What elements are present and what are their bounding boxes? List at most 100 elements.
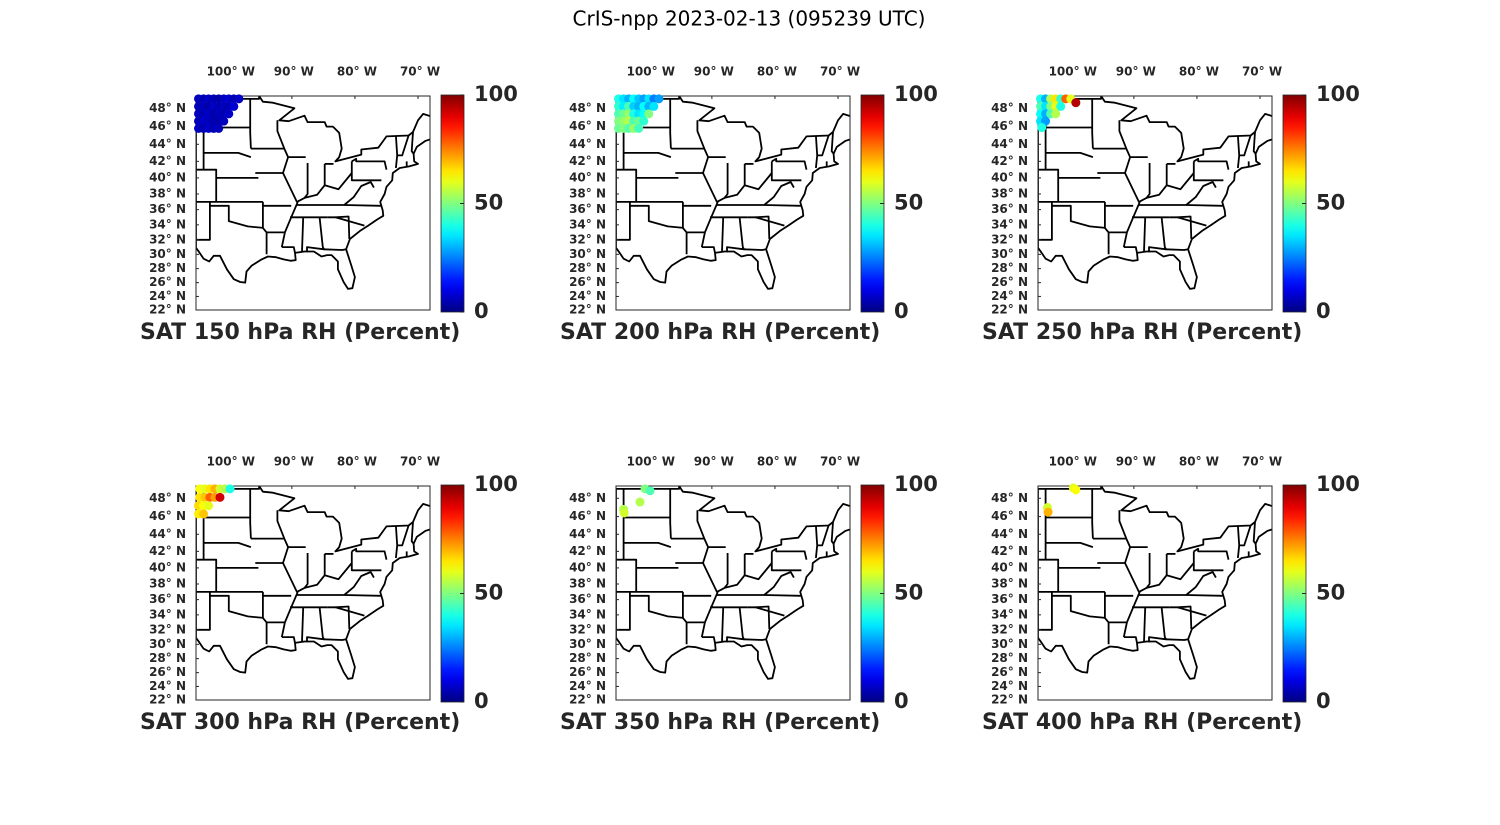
- state-border: [1252, 521, 1257, 545]
- y-tick-label: 32° N: [149, 232, 186, 246]
- y-tick-label: 46° N: [149, 509, 186, 523]
- state-border: [1038, 591, 1053, 631]
- observation-point: [1071, 485, 1081, 495]
- state-border: [696, 120, 719, 248]
- state-border: [817, 135, 830, 157]
- state-border: [1252, 131, 1257, 155]
- x-tick-label: 90° W: [694, 455, 734, 469]
- state-border: [1193, 157, 1230, 170]
- x-tick-label: 100° W: [627, 455, 675, 469]
- state-border: [763, 181, 795, 206]
- y-tick-label: 30° N: [149, 637, 186, 651]
- colorbar-tick-label: 100: [894, 472, 938, 496]
- x-tick-label: 70° W: [400, 455, 440, 469]
- y-tick-label: 46° N: [569, 509, 606, 523]
- colorbar-tick-label: 50: [894, 191, 923, 215]
- y-tick-label: 32° N: [991, 622, 1028, 636]
- colorbar-tick-label: 100: [474, 472, 518, 496]
- y-tick-label: 42° N: [991, 154, 1028, 168]
- y-tick-label: 38° N: [149, 186, 186, 200]
- y-tick-label: 34° N: [569, 217, 606, 231]
- state-border: [1165, 248, 1189, 251]
- colorbar-tick-label: 0: [894, 299, 909, 323]
- observation-point: [634, 123, 644, 133]
- y-tick-label: 36° N: [991, 592, 1028, 606]
- y-tick-label: 38° N: [991, 576, 1028, 590]
- state-border: [304, 172, 353, 199]
- y-tick-label: 28° N: [149, 651, 186, 665]
- y-tick-label: 22° N: [991, 693, 1028, 707]
- state-border: [397, 135, 410, 157]
- colorbar-tick-label: 50: [474, 581, 503, 605]
- y-tick-label: 34° N: [991, 217, 1028, 231]
- state-border: [830, 131, 835, 155]
- panel-title: SAT 300 hPa RH (Percent): [140, 710, 460, 735]
- state-border: [716, 204, 801, 207]
- y-tick-label: 30° N: [991, 637, 1028, 651]
- x-tick-label: 100° W: [1049, 65, 1097, 79]
- map-panel: 100° W 90° W 80° W 70° W 48° N 46° N 44° N 42° …: [982, 65, 1360, 346]
- colorbar-tick-label: 50: [894, 581, 923, 605]
- observation-point: [649, 101, 659, 111]
- state-border: [623, 152, 672, 158]
- y-tick-label: 22° N: [149, 693, 186, 707]
- state-border: [669, 488, 672, 539]
- colorbar-tick-label: 50: [474, 191, 503, 215]
- state-border: [296, 204, 381, 207]
- state-border: [1091, 98, 1094, 149]
- state-border: [209, 594, 264, 619]
- y-tick-label: 40° N: [149, 560, 186, 574]
- state-border: [763, 571, 795, 596]
- state-border: [721, 217, 725, 252]
- state-border: [410, 521, 415, 545]
- x-tick-label: 90° W: [1116, 65, 1156, 79]
- map-panel: 100° W 90° W 80° W 70° W 48° N 46° N 44° N 42° …: [140, 455, 518, 736]
- y-tick-label: 22° N: [149, 303, 186, 317]
- y-tick-label: 28° N: [569, 651, 606, 665]
- colorbar-tick-label: 100: [1316, 82, 1360, 106]
- state-border: [1237, 525, 1241, 559]
- state-border: [262, 591, 268, 645]
- plot-frame: [615, 485, 851, 701]
- x-tick-label: 100° W: [1049, 455, 1097, 469]
- basemap: [196, 486, 430, 680]
- state-border: [1192, 551, 1224, 572]
- y-tick-label: 30° N: [569, 637, 606, 651]
- state-border: [1123, 636, 1138, 644]
- state-border: [701, 636, 716, 644]
- y-tick-label: 44° N: [149, 137, 186, 151]
- basemap: [1038, 96, 1272, 290]
- y-tick-label: 46° N: [569, 119, 606, 133]
- map-panel: 100° W 90° W 80° W 70° W 48° N 46° N 44° N 42° …: [560, 455, 938, 736]
- state-border: [696, 510, 719, 638]
- y-tick-label: 42° N: [569, 154, 606, 168]
- state-border: [771, 547, 808, 560]
- state-border: [196, 591, 211, 631]
- state-border: [397, 525, 410, 547]
- state-border: [410, 131, 415, 155]
- y-tick-label: 40° N: [991, 560, 1028, 574]
- state-border: [616, 201, 631, 241]
- state-border: [1051, 204, 1106, 229]
- state-border: [301, 217, 305, 252]
- y-tick-label: 32° N: [569, 232, 606, 246]
- basemap: [1038, 486, 1272, 680]
- colorbar-tick-label: 0: [1316, 299, 1331, 323]
- state-border: [701, 246, 716, 254]
- state-border: [301, 607, 305, 642]
- state-border: [817, 525, 830, 547]
- state-border: [1038, 168, 1060, 202]
- state-border: [721, 607, 725, 642]
- y-tick-label: 44° N: [991, 137, 1028, 151]
- observation-point: [1037, 123, 1047, 133]
- state-border: [1038, 558, 1060, 592]
- state-border: [755, 605, 771, 630]
- state-border: [771, 157, 808, 170]
- y-tick-label: 32° N: [569, 622, 606, 636]
- y-tick-label: 46° N: [991, 119, 1028, 133]
- state-border: [770, 551, 802, 572]
- state-border: [350, 551, 382, 572]
- y-tick-label: 42° N: [149, 544, 186, 558]
- y-tick-label: 22° N: [569, 693, 606, 707]
- observation-point: [199, 509, 209, 519]
